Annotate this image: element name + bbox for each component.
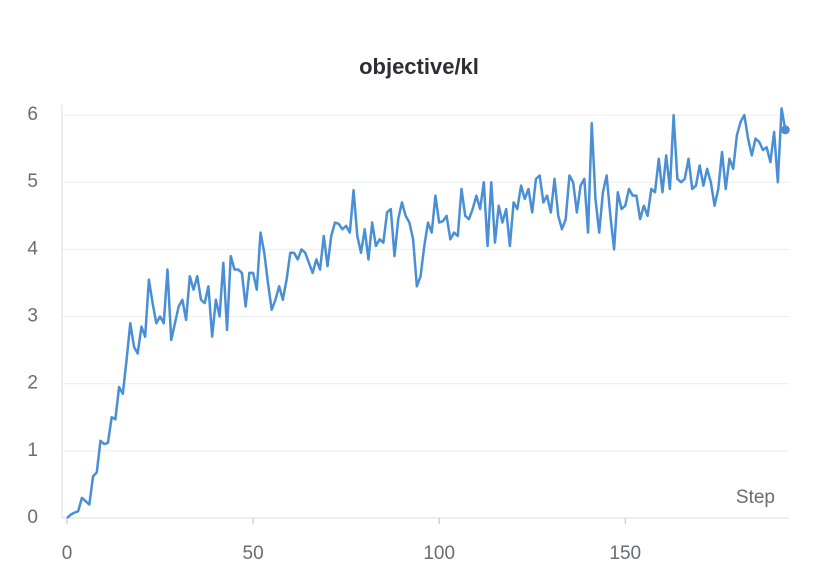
end-point (780, 125, 790, 135)
y-tick-label: 2 (27, 373, 38, 394)
x-tick-label: 50 (243, 543, 264, 564)
x-tick-label: 150 (609, 543, 641, 564)
x-axis-label: Step (736, 487, 775, 508)
line-series (66, 107, 787, 519)
chart-title: objective/kl (359, 54, 479, 79)
y-tick-label: 3 (27, 306, 38, 327)
y-tick-label: 5 (27, 171, 38, 192)
y-tick-label: 0 (27, 507, 38, 528)
y-tick-label: 4 (27, 238, 38, 259)
y-tick-label: 1 (27, 440, 38, 461)
x-tick-label: 100 (423, 543, 455, 564)
y-tick-label: 6 (27, 104, 38, 125)
x-tick-label: 0 (62, 543, 73, 564)
